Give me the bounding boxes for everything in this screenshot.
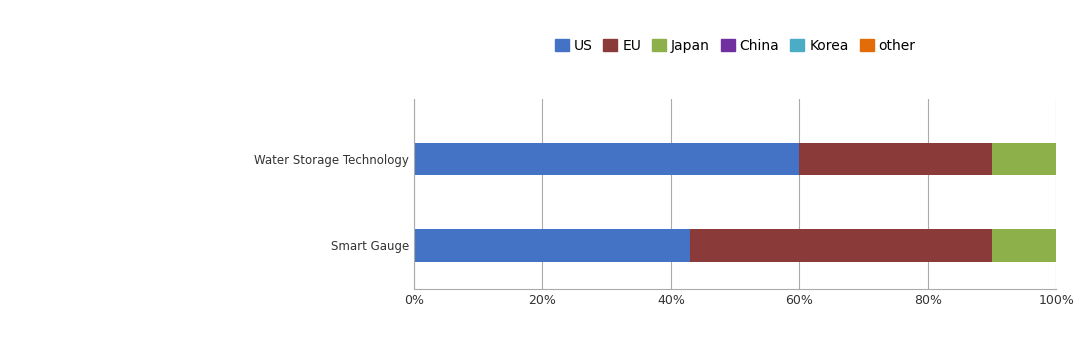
Bar xyxy=(414,229,690,262)
Bar xyxy=(414,143,799,175)
Bar xyxy=(799,143,992,175)
Bar xyxy=(690,229,992,262)
Bar xyxy=(992,229,1056,262)
Bar xyxy=(992,143,1056,175)
Legend: US, EU, Japan, China, Korea, other: US, EU, Japan, China, Korea, other xyxy=(549,33,921,58)
